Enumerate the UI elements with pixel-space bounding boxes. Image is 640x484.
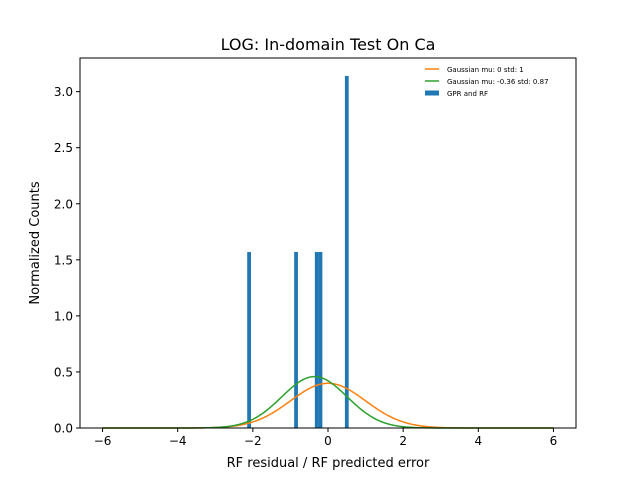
y-axis: 0.0 0.5 1.0 1.5 2.0 2.5 3.0 xyxy=(54,85,80,436)
histogram-bars xyxy=(247,75,349,428)
histogram-bar xyxy=(344,75,349,428)
legend-label: Gaussian mu: -0.36 std: 0.87 xyxy=(447,78,549,86)
y-tick-label: 0.0 xyxy=(54,422,73,436)
y-tick-label: 0.5 xyxy=(54,365,73,379)
histogram-bar xyxy=(314,251,319,428)
y-tick-label: 3.0 xyxy=(54,85,73,99)
histogram-bar xyxy=(318,251,323,428)
x-axis: −6 −4 −2 0 2 4 6 xyxy=(94,428,558,448)
histogram-bar xyxy=(247,251,251,428)
legend: Gaussian mu: 0 std: 1 Gaussian mu: -0.36 … xyxy=(425,66,549,98)
legend-label: Gaussian mu: 0 std: 1 xyxy=(447,66,524,74)
legend-bar-swatch xyxy=(425,90,439,96)
histogram-bar xyxy=(294,251,298,428)
y-tick-label: 2.0 xyxy=(54,197,73,211)
plot-frame xyxy=(79,57,577,429)
x-tick-label: 0 xyxy=(324,434,332,448)
chart-title: LOG: In-domain Test On Ca xyxy=(221,35,436,54)
x-axis-label: RF residual / RF predicted error xyxy=(227,456,430,471)
x-tick-label: 4 xyxy=(474,434,482,448)
y-tick-label: 2.5 xyxy=(54,141,73,155)
x-tick-label: −6 xyxy=(94,434,112,448)
x-tick-label: 2 xyxy=(399,434,407,448)
x-tick-label: 6 xyxy=(550,434,558,448)
legend-label: GPR and RF xyxy=(447,90,488,98)
x-tick-label: −4 xyxy=(169,434,187,448)
x-tick-label: −2 xyxy=(244,434,262,448)
y-tick-label: 1.0 xyxy=(54,309,73,323)
y-tick-label: 1.5 xyxy=(54,253,73,267)
y-axis-label: Normalized Counts xyxy=(28,181,43,304)
